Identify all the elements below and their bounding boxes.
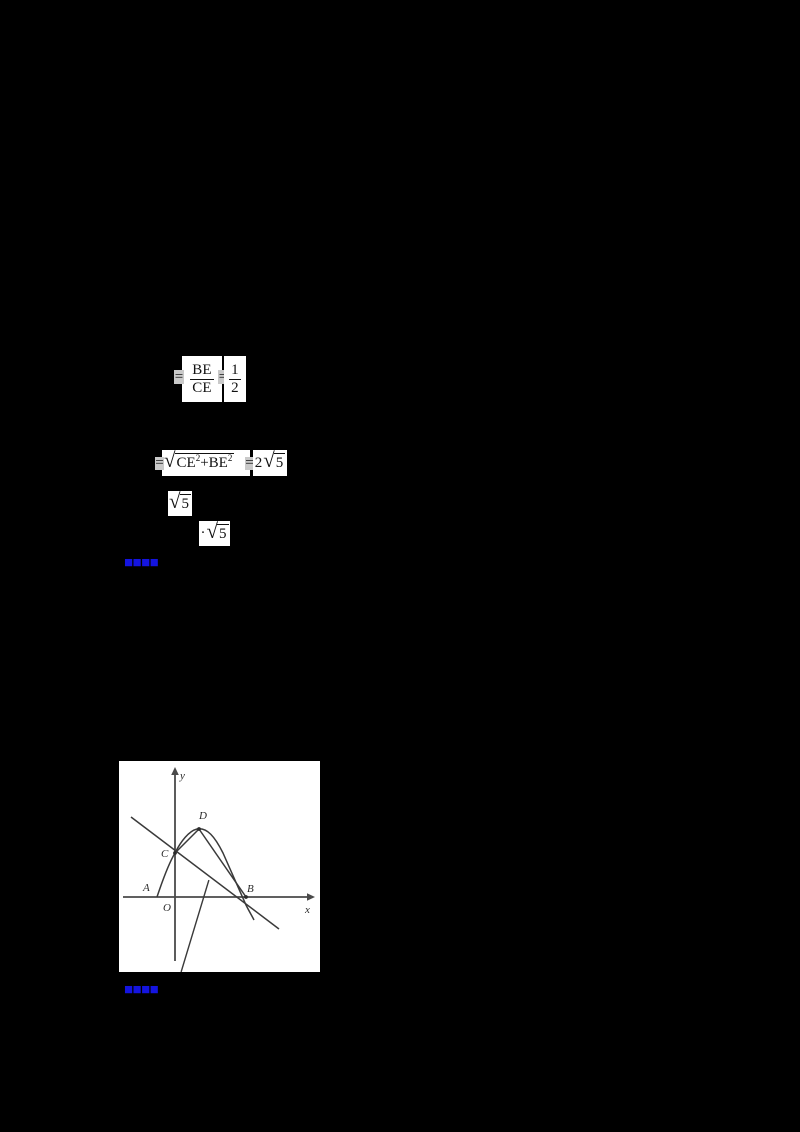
- label-point-c: C: [161, 848, 169, 860]
- x-axis: [123, 893, 315, 901]
- label-point-a: A: [142, 882, 150, 894]
- formula-root-five-lower: · √ 5: [199, 518, 230, 546]
- equals-sign-lead: =: [174, 368, 184, 385]
- radical-root-five: √ 5: [206, 518, 229, 543]
- formula-ratio-right: 1 2: [224, 356, 246, 402]
- blue-annotation-upper-text: ■■■■: [124, 554, 159, 571]
- blue-annotation-upper: ■■■■: [124, 554, 159, 571]
- point-marker-d: [197, 827, 201, 831]
- chord-c-to-d: [174, 828, 200, 854]
- equals-sign-lead-glyph: =: [174, 368, 184, 385]
- result-radicand: 5: [273, 453, 286, 472]
- fraction-denominator: 2: [229, 378, 241, 396]
- blue-annotation-lower: ■■■■: [124, 981, 159, 998]
- radicand-term-one: CE: [176, 455, 196, 472]
- label-axis-y: y: [179, 770, 185, 782]
- label-point-b: B: [247, 883, 254, 895]
- label-point-d: D: [198, 810, 207, 822]
- radicand-plus: +: [200, 455, 209, 472]
- result-radical: √ 5: [263, 448, 286, 473]
- fraction-be-over-ce: BE CE: [190, 361, 214, 396]
- radical-root-five: √ 5: [168, 488, 192, 513]
- label-origin: O: [163, 902, 171, 914]
- y-axis: [171, 767, 179, 961]
- fraction-denominator: CE: [190, 378, 214, 396]
- formula-root-five-upper: √ 5: [168, 488, 192, 516]
- result-coefficient: 2: [254, 454, 263, 471]
- blue-annotation-lower-text: ■■■■: [124, 981, 159, 998]
- equals-sign-pythagorean-lead-glyph: =: [155, 455, 164, 471]
- radicand: 5: [179, 493, 192, 512]
- radical-sign-icon: √: [206, 518, 219, 543]
- point-marker-c: [173, 851, 177, 855]
- radical-sign-icon: √: [168, 488, 181, 513]
- formula-ratio-left: BE CE: [182, 356, 222, 402]
- radical-sign-icon: √: [164, 448, 176, 473]
- line-through-c-and-b: [130, 816, 280, 930]
- radicand: 5: [217, 523, 229, 542]
- formula-pythagorean-left: √ CE2+BE2: [162, 450, 250, 476]
- equals-sign-mid: =: [218, 368, 228, 385]
- point-marker-b: [244, 895, 248, 899]
- radical-expression: √ CE2+BE2: [164, 448, 235, 473]
- equals-sign-pythagorean-lead: =: [155, 455, 164, 471]
- coordinate-figure: A B C D O x y: [119, 761, 320, 972]
- label-axis-x: x: [304, 904, 310, 916]
- radicand: CE2+BE2: [174, 453, 235, 472]
- coordinate-figure-svg: A B C D O x y: [123, 767, 315, 972]
- chord-d-to-b: [198, 828, 247, 898]
- radicand-term-one-exponent: 2: [195, 453, 201, 464]
- radicand-term-two-exponent: 2: [227, 453, 233, 464]
- fraction-numerator: 1: [231, 361, 239, 378]
- equals-sign-mid-glyph: =: [218, 368, 228, 385]
- root-five-prefix: ·: [200, 525, 206, 541]
- equals-sign-pythagorean-mid-glyph: =: [245, 455, 254, 471]
- equals-sign-pythagorean-mid: =: [245, 455, 254, 471]
- steep-line-through-a: [180, 879, 210, 972]
- fraction-one-half: 1 2: [229, 361, 241, 396]
- parabola-curve: [156, 828, 255, 921]
- formula-pythagorean-result: 2 √ 5: [253, 450, 287, 476]
- radicand-term-two: BE: [208, 455, 228, 472]
- radical-sign-icon: √: [263, 448, 275, 473]
- fraction-numerator: BE: [192, 361, 212, 378]
